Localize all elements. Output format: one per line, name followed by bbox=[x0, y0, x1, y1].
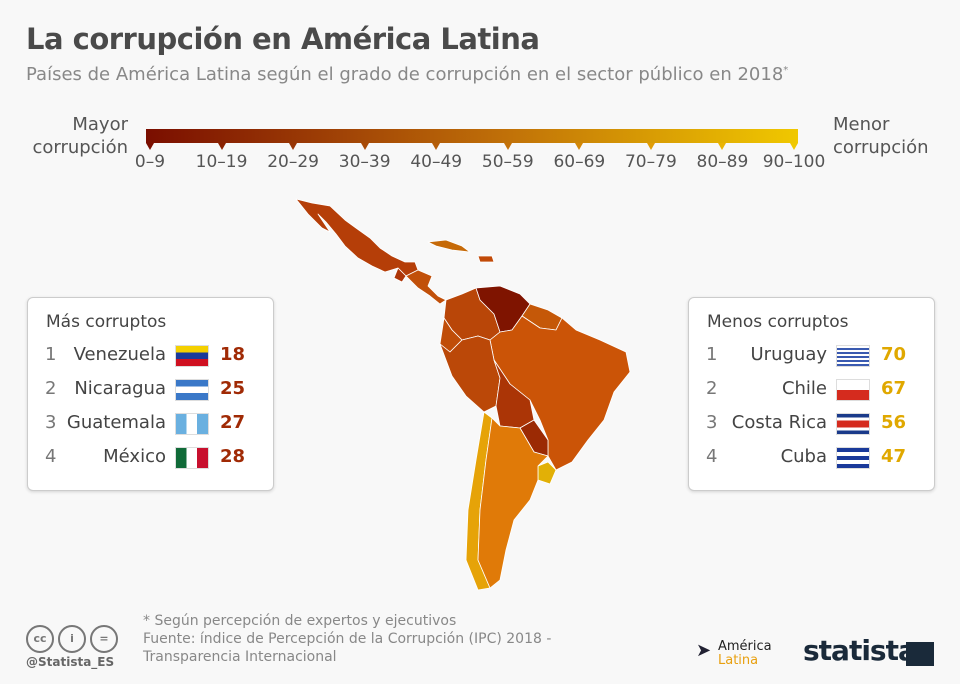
footnote: * Según percepción de expertos y ejecuti… bbox=[143, 613, 457, 629]
ranking-row: 4 Cuba 47 bbox=[689, 446, 934, 470]
country-cuba bbox=[427, 239, 471, 253]
scale-tick bbox=[718, 143, 727, 150]
map bbox=[295, 198, 631, 591]
scale-tick bbox=[503, 143, 512, 150]
partner-line-1: América bbox=[718, 639, 772, 654]
mexico-flag-icon bbox=[175, 447, 209, 469]
footnote-mark: * bbox=[783, 65, 789, 76]
scale-label: 30–39 bbox=[338, 152, 391, 172]
scale-tick bbox=[575, 143, 584, 150]
no-derivatives-icon: = bbox=[90, 625, 118, 653]
source-line-1: Fuente: índice de Percepción de la Corru… bbox=[143, 631, 552, 647]
legend-right-line1: Menor bbox=[833, 114, 890, 135]
score: 47 bbox=[881, 446, 907, 467]
chile-flag-icon bbox=[836, 379, 870, 401]
rank: 1 bbox=[45, 344, 57, 365]
country-central-america bbox=[405, 269, 447, 305]
least-corrupt-title: Menos corruptos bbox=[707, 312, 849, 332]
costa-rica-flag-icon bbox=[836, 413, 870, 435]
ranking-row: 2 Chile 67 bbox=[689, 378, 934, 402]
ranking-row: 4 México 28 bbox=[28, 446, 273, 470]
score: 67 bbox=[881, 378, 907, 399]
least-corrupt-panel: Menos corruptos 1 Uruguay 70 2 Chile 67 3 … bbox=[688, 297, 935, 491]
country-name: México bbox=[103, 446, 166, 467]
scale-label: 40–49 bbox=[410, 152, 463, 172]
subtitle: Países de América Latina según el grado … bbox=[26, 64, 788, 85]
legend-right-label: Menor corrupción bbox=[833, 113, 929, 159]
legend-left-line1: Mayor bbox=[72, 114, 128, 135]
cuba-flag-icon bbox=[836, 447, 870, 469]
statista-logo-icon bbox=[906, 642, 934, 666]
most-corrupt-title: Más corruptos bbox=[46, 312, 167, 332]
nicaragua-flag-icon bbox=[175, 379, 209, 401]
legend-right-line2: corrupción bbox=[833, 137, 929, 158]
country-name: Nicaragua bbox=[74, 378, 166, 399]
country-hispaniola bbox=[477, 255, 495, 263]
scale-tick bbox=[432, 143, 441, 150]
country-name: Costa Rica bbox=[731, 412, 827, 433]
most-corrupt-panel: Más corruptos 1 Venezuela 18 2 Nicaragua … bbox=[27, 297, 274, 491]
rank: 2 bbox=[45, 378, 57, 399]
scale-tick bbox=[146, 143, 154, 150]
scale-tick bbox=[646, 143, 655, 150]
country-argentina bbox=[477, 417, 549, 589]
ranking-row: 1 Uruguay 70 bbox=[689, 344, 934, 368]
scale-label: 20–29 bbox=[267, 152, 319, 172]
scale-label: 80–89 bbox=[696, 152, 749, 172]
scale-label: 0–9 bbox=[134, 152, 166, 172]
source-line-2: Transparencia Internacional bbox=[143, 649, 337, 665]
ranking-row: 3 Guatemala 27 bbox=[28, 412, 273, 436]
country-name: Venezuela bbox=[73, 344, 166, 365]
america-latina-logo-icon: ➤ bbox=[696, 640, 712, 661]
country-name: Uruguay bbox=[750, 344, 828, 365]
legend-left-line2: corrupción bbox=[32, 137, 128, 158]
venezuela-flag-icon bbox=[175, 345, 209, 367]
uruguay-flag-icon bbox=[836, 345, 870, 367]
rank: 3 bbox=[706, 412, 718, 433]
scale-label: 60–69 bbox=[553, 152, 606, 172]
ranking-row: 2 Nicaragua 25 bbox=[28, 378, 273, 402]
ranking-row: 3 Costa Rica 56 bbox=[689, 412, 934, 436]
page-title: La corrupción en América Latina bbox=[26, 22, 540, 56]
score: 56 bbox=[881, 412, 907, 433]
america-latina-logo: América Latina bbox=[718, 640, 772, 668]
ranking-row: 1 Venezuela 18 bbox=[28, 344, 273, 368]
rank: 1 bbox=[706, 344, 718, 365]
guatemala-flag-icon bbox=[175, 413, 209, 435]
creative-commons-icon: cc bbox=[26, 625, 54, 653]
footer-notes: * Según percepción de expertos y ejecuti… bbox=[143, 612, 551, 666]
scale-tick bbox=[217, 143, 226, 150]
country-name: Cuba bbox=[780, 446, 827, 467]
attribution-icon: i bbox=[58, 625, 86, 653]
country-name: Chile bbox=[781, 378, 827, 399]
rank: 4 bbox=[45, 446, 57, 467]
score: 28 bbox=[220, 446, 246, 467]
scale-tick bbox=[360, 143, 369, 150]
country-name: Guatemala bbox=[66, 412, 166, 433]
scale-label: 10–19 bbox=[195, 152, 248, 172]
rank: 4 bbox=[706, 446, 718, 467]
score: 27 bbox=[220, 412, 246, 433]
statista-handle[interactable]: @Statista_ES bbox=[26, 655, 115, 669]
score: 18 bbox=[220, 344, 246, 365]
country-guatemala bbox=[393, 267, 407, 283]
score: 25 bbox=[220, 378, 246, 399]
subtitle-text: Países de América Latina según el grado … bbox=[26, 64, 784, 85]
scale-label: 50–59 bbox=[481, 152, 534, 172]
color-scale-bar bbox=[146, 129, 798, 143]
statista-logo: statista bbox=[803, 634, 917, 667]
scale-label: 90–100 bbox=[762, 152, 826, 172]
scale-tick bbox=[289, 143, 298, 150]
country-mexico bbox=[295, 198, 419, 277]
partner-line-2: Latina bbox=[718, 653, 759, 668]
score: 70 bbox=[881, 344, 907, 365]
rank: 3 bbox=[45, 412, 57, 433]
scale-tick bbox=[790, 143, 798, 150]
legend-left-label: Mayor corrupción bbox=[26, 113, 128, 159]
scale-label: 70–79 bbox=[624, 152, 677, 172]
rank: 2 bbox=[706, 378, 718, 399]
